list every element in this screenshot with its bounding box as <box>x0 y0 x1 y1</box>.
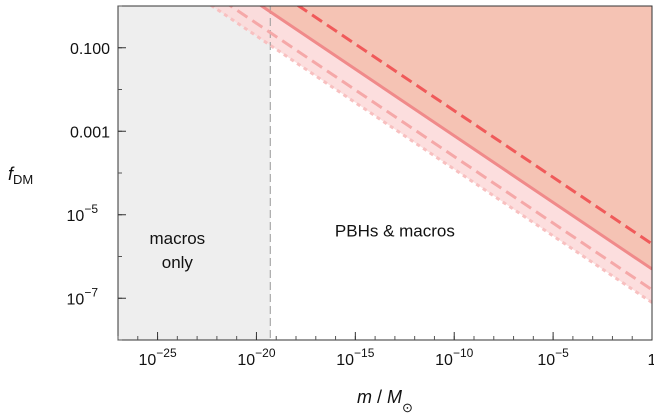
x-tick-label: 10−25 <box>138 346 176 369</box>
region-label-1: macros <box>149 229 205 248</box>
x-tick-label: 10−15 <box>336 346 374 369</box>
excluded-region <box>118 6 652 270</box>
region-label-2: PBHs & macros <box>335 222 455 241</box>
y-tick-label: 10−5 <box>67 202 99 225</box>
y-tick-label: 10−7 <box>67 285 99 308</box>
x-tick-label: 10−10 <box>435 346 473 369</box>
x-tick-label: 10−5 <box>537 346 569 369</box>
macros-only-region <box>118 6 271 340</box>
y-tick-label: 0.100 <box>70 41 110 58</box>
x-axis-label: m / M⊙ <box>357 387 413 415</box>
x-tick-label: 10−20 <box>237 346 275 369</box>
y-tick-label: 0.001 <box>70 124 110 141</box>
region-label-1: only <box>162 253 194 272</box>
series-line-2 <box>258 6 652 271</box>
x-tick-label: 1 <box>648 352 654 369</box>
series-line-4 <box>209 6 652 304</box>
y-axis-label: fDM <box>8 164 33 187</box>
